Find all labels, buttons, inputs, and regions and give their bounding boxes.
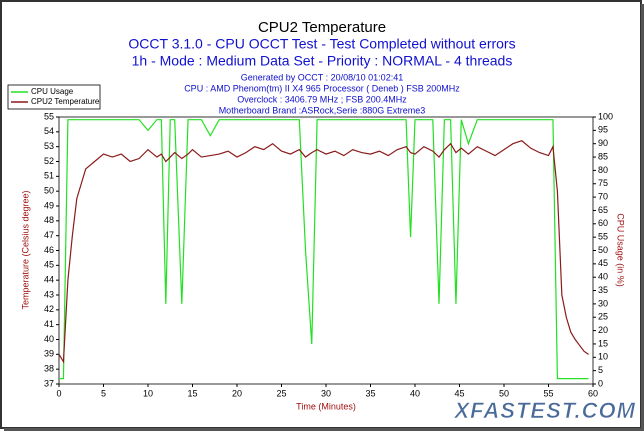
y2-tick-label: 30 [598,298,608,308]
y2-tick-label: 90 [598,138,608,148]
x-tick-label: 40 [410,388,420,398]
info-line: Overclock : 3406.79 MHz ; FSB 200.4MHz [237,94,407,104]
x-tick-label: 30 [321,388,331,398]
plot-area [58,116,594,385]
y-tick-label: 45 [44,260,54,270]
x-tick-label: 60 [588,388,598,398]
y2-tick-label: 35 [598,285,608,295]
y2-tick-label: 10 [598,352,608,362]
y-tick-label: 38 [44,364,54,374]
y-tick-label: 37 [44,378,54,388]
y2-tick-label: 60 [598,218,608,228]
series-line [58,140,589,364]
frame-shadow [4,428,644,431]
y-tick-label: 46 [44,245,54,255]
frame-shadow [641,4,644,431]
y-tick-label: 52 [44,156,54,166]
info-line: Generated by OCCT : 20/08/10 01:02:41 [241,72,403,82]
y-tick-label: 40 [44,334,54,344]
x-tick-label: 55 [543,388,553,398]
y2-tick-label: 5 [598,365,603,375]
y-tick-label: 47 [44,230,54,240]
x-tick-label: 25 [276,388,286,398]
x-tick-label: 5 [101,388,106,398]
legend-label: CPU2 Temperature [31,97,100,106]
info-line: Motherboard Brand :ASRock,Serie :880G Ex… [219,105,426,115]
x-tick-label: 50 [499,388,509,398]
legend-box [7,84,101,110]
series-line [59,119,589,380]
y2-tick-label: 25 [598,312,608,322]
y-tick-label: 44 [44,275,54,285]
y-tick-label: 53 [44,141,54,151]
y2-tick-label: 0 [598,378,603,388]
y2-tick-label: 65 [598,205,608,215]
chart-subtitle: 1h - Mode : Medium Data Set - Priority :… [132,53,513,69]
y2-tick-label: 80 [598,165,608,175]
y2-tick-label: 50 [598,245,608,255]
y2-tick-label: 15 [598,338,608,348]
y-tick-label: 50 [44,186,54,196]
chart-subtitle: OCCT 3.1.0 - CPU OCCT Test - Test Comple… [128,36,515,52]
x-tick-label: 0 [56,388,61,398]
y-tick-label: 41 [44,319,54,329]
y-tick-label: 55 [44,111,54,121]
x-tick-label: 15 [187,388,197,398]
y-tick-label: 48 [44,215,54,225]
y2-tick-label: 75 [598,178,608,188]
info-line: CPU : AMD Phenom(tm) II X4 965 Processor… [184,83,460,93]
watermark: XFASTEST.COM [453,398,637,423]
y-tick-label: 51 [44,171,54,181]
y-axis-label: Temperature (Celsius degree) [20,190,30,309]
y-tick-label: 49 [44,200,54,210]
x-tick-label: 45 [454,388,464,398]
y2-axis-label: CPU Usage (in %) [616,213,626,287]
y-tick-label: 42 [44,304,54,314]
chart-title: CPU2 Temperature [258,19,386,36]
y2-tick-label: 85 [598,151,608,161]
legend-label: CPU Usage [31,87,74,96]
y2-tick-label: 55 [598,232,608,242]
y2-tick-label: 45 [598,258,608,268]
y-tick-label: 43 [44,289,54,299]
y2-tick-label: 20 [598,325,608,335]
x-tick-label: 10 [143,388,153,398]
y-tick-label: 54 [44,126,54,136]
x-tick-label: 20 [232,388,242,398]
y2-tick-label: 70 [598,191,608,201]
y2-tick-label: 95 [598,125,608,135]
y2-tick-label: 40 [598,272,608,282]
x-axis-label: Time (Minutes) [296,401,356,411]
x-tick-label: 35 [365,388,375,398]
y-tick-label: 39 [44,349,54,359]
y2-tick-label: 100 [598,111,613,121]
